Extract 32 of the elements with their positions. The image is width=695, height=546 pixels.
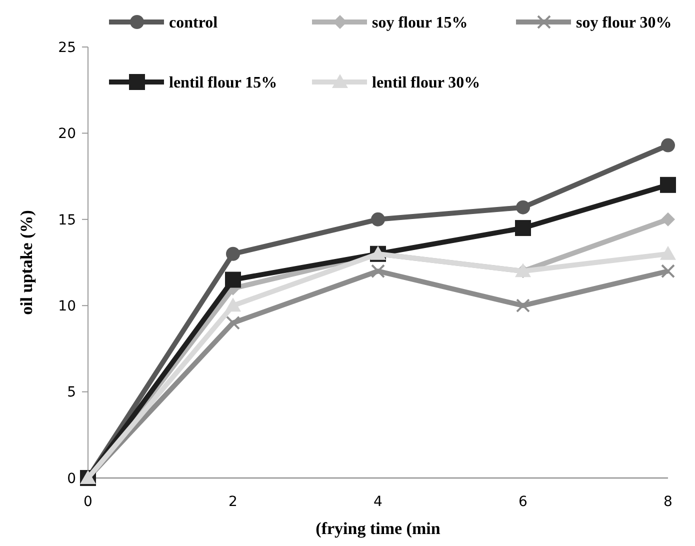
y-tick-label: 10 [58, 298, 76, 314]
point [225, 298, 241, 312]
point [661, 264, 675, 278]
legend-label: soy flour 30% [576, 14, 672, 32]
y-axis-title: oil uptake (%) [17, 210, 36, 315]
point [515, 220, 531, 236]
x-tick-label: 6 [518, 494, 528, 510]
legend-label: lentil flour 30% [372, 74, 480, 92]
x-tick-label: 0 [84, 494, 92, 510]
legend-label: soy flour 15% [372, 14, 468, 32]
legend-label: control [169, 14, 218, 32]
point [226, 316, 240, 330]
point [661, 212, 675, 226]
point [516, 298, 530, 313]
point [226, 246, 240, 261]
x-axis-title: (frying time (min [316, 519, 441, 538]
point [516, 200, 530, 214]
x-tick-label: 8 [664, 494, 672, 510]
y-tick-label: 15 [58, 212, 76, 228]
y-tick-label: 20 [58, 126, 76, 142]
point [225, 272, 241, 288]
y-tick-label: 5 [67, 384, 76, 401]
point [661, 138, 675, 152]
y-tick-label: 0 [67, 470, 76, 487]
x-tick-label: 2 [228, 494, 238, 510]
point [660, 246, 676, 260]
legend-label: lentil flour 15% [169, 74, 278, 92]
point [371, 264, 385, 278]
point [371, 212, 385, 226]
x-tick-label: 4 [374, 494, 383, 510]
point [660, 176, 676, 193]
y-tick-label: 25 [58, 40, 76, 56]
